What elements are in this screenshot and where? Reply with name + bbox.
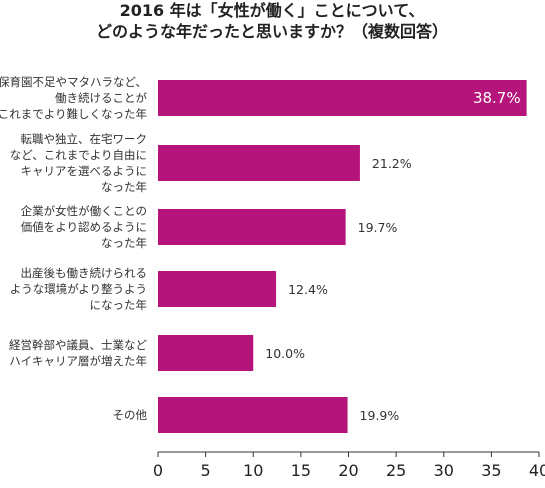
x-tick-label: 40: [529, 461, 545, 480]
category-labels: 保育園不足やマタハラなど、働き続けることがこれまでより難しくなった年転職や独立、…: [0, 75, 147, 422]
category-label: 企業が女性が働くことの: [21, 204, 147, 218]
value-labels: 38.7% 21.2% 19.7% 12.4% 10.0% 19.9%: [265, 89, 520, 423]
x-tick-label: 10: [243, 461, 263, 480]
x-tick-label: 5: [201, 461, 211, 480]
chart-title-line: 2016 年は「女性が働く」ことについて、: [120, 1, 425, 20]
category-label: 出産後も働き続けられる: [21, 266, 148, 280]
category-label: なった年: [101, 236, 147, 250]
category-label: これまでより難しくなった年: [0, 107, 147, 121]
x-tick-label: 15: [291, 461, 311, 480]
category-label: キャリアを選べるように: [21, 164, 148, 178]
data-label: 19.7%: [358, 220, 398, 235]
category-label: ハイキャリア層が増えた年: [9, 354, 147, 368]
bars: [158, 80, 527, 433]
bar: [158, 397, 348, 433]
bar: [158, 335, 254, 371]
data-label: 12.4%: [288, 282, 328, 297]
bar: [158, 145, 360, 181]
chart-title-line: どのような年だったと思いますか？（複数回答）: [96, 22, 448, 41]
category-label: など、これまでより自由に: [10, 148, 147, 162]
x-axis: 0 5 10 15 20 25 30 35 40: [153, 451, 545, 480]
bar: [158, 209, 346, 245]
category-label: その他: [113, 408, 148, 422]
data-label: 19.9%: [360, 408, 400, 423]
category-label: になった年: [90, 298, 148, 312]
category-label: 転職や独立、在宅ワーク: [21, 132, 148, 146]
chart-title: 2016 年は「女性が働く」ことについて、どのような年だったと思いますか？（複数…: [96, 1, 448, 41]
x-tick-label: 20: [338, 461, 358, 480]
category-label: なった年: [101, 180, 147, 194]
x-tick-label: 30: [434, 461, 454, 480]
x-tick-label: 35: [481, 461, 501, 480]
category-label: ような環境がより整うよう: [10, 282, 147, 296]
bar: [158, 271, 277, 307]
category-label: 保育園不足やマタハラなど、: [0, 75, 147, 89]
x-tick-label: 0: [153, 461, 163, 480]
category-label: 価値をより認めるように: [21, 220, 147, 234]
data-label: 10.0%: [265, 346, 305, 361]
category-label: 経営幹部や議員、士業など: [9, 338, 147, 352]
data-label: 21.2%: [372, 156, 412, 171]
x-tick-label: 25: [386, 461, 406, 480]
bar: [158, 80, 527, 116]
category-label: 働き続けることが: [55, 91, 147, 105]
data-label: 38.7%: [473, 89, 521, 107]
